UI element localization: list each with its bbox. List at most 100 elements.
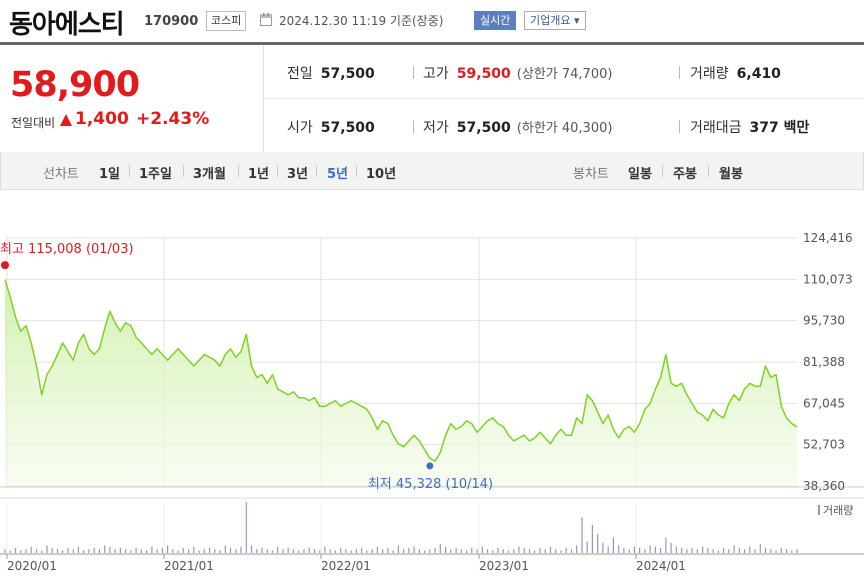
- period-3m[interactable]: 3개월: [193, 167, 226, 182]
- volume-bar: [235, 549, 237, 553]
- period-1d[interactable]: 1일: [99, 167, 121, 182]
- day-high: 고가 59,500 (상한가 74,700): [423, 63, 612, 83]
- price-area: [4, 279, 798, 486]
- volume-bar: [403, 549, 405, 553]
- volume-bar: [434, 547, 436, 553]
- volume-bar: [88, 549, 90, 553]
- volume-bar: [93, 547, 95, 553]
- volume-bar: [146, 550, 148, 553]
- volume-bar: [151, 546, 153, 553]
- stock-code: 170900: [144, 14, 199, 29]
- volume-bar: [20, 550, 22, 553]
- day-high-value: 59,500: [456, 66, 511, 82]
- volume-bar: [418, 549, 420, 553]
- volume-bar: [702, 546, 704, 553]
- volume-bar: [413, 546, 415, 553]
- realtime-button[interactable]: 실시간: [474, 11, 517, 30]
- volume-bar: [476, 549, 478, 553]
- volume-bar: [743, 549, 746, 553]
- volume-bar: [639, 547, 641, 553]
- period-1w[interactable]: 1주일: [139, 167, 172, 182]
- volume-bar: [340, 547, 342, 553]
- volume-bar: [271, 550, 274, 553]
- quote-timestamp: 2024.12.30 11:19 기준(장중): [279, 14, 444, 28]
- volume-bar: [219, 550, 221, 553]
- toolbar-separator: [129, 165, 130, 177]
- period-5y[interactable]: 5년: [327, 167, 349, 182]
- volume-bar: [686, 549, 688, 553]
- volume-bar: [749, 546, 751, 553]
- candle-monthly[interactable]: 월봉: [719, 167, 743, 182]
- quote-panel: 58,900 전일대비 1,400 +2.43% 전일 57,500 고가 59,5…: [0, 45, 864, 153]
- market-badge: 코스피: [206, 11, 247, 31]
- volume-bar: [439, 544, 441, 553]
- volume-bar: [30, 546, 32, 553]
- volume-bar: [450, 549, 452, 553]
- volume-bar: [256, 549, 258, 553]
- volume-bar: [492, 550, 494, 553]
- stock-header: 동아에스티 170900 코스피 2024.12.30 11:19 기준(장중)…: [0, 0, 864, 42]
- volume-bar: [382, 549, 384, 553]
- day-low-value: 57,500: [456, 120, 511, 136]
- company-overview-button[interactable]: 기업개요 ▾: [524, 11, 586, 30]
- calendar-icon: [260, 13, 272, 26]
- volume-bar: [292, 549, 295, 553]
- volume-bar: [266, 549, 268, 553]
- volume-bars: [4, 502, 798, 553]
- volume-bar: [507, 550, 510, 553]
- header-divider: [0, 42, 864, 45]
- volume-bar: [581, 517, 583, 553]
- volume-bar: [298, 550, 300, 553]
- volume-bar: [602, 542, 604, 553]
- change-value: 1,400: [75, 109, 129, 129]
- volume-bar: [319, 550, 321, 553]
- period-10y[interactable]: 10년: [366, 167, 397, 182]
- volume-bar: [518, 546, 520, 553]
- volume-bar: [161, 547, 163, 553]
- volume-bar: [224, 545, 226, 553]
- volume-bar: [203, 549, 205, 553]
- y-axis-labels: 124,416 110,073 95,730 81,388 67,045 52,703 38…: [803, 231, 853, 517]
- volume-bar: [308, 547, 310, 553]
- volume-bar: [130, 550, 132, 553]
- day-low-label: 저가: [423, 120, 449, 136]
- volume-bar: [188, 549, 190, 553]
- volume-label: 거래량: [690, 66, 729, 82]
- toolbar-separator: [183, 165, 184, 177]
- volume-bar: [696, 549, 698, 553]
- period-1y[interactable]: 1년: [248, 167, 270, 182]
- volume-bar: [245, 502, 247, 553]
- volume-bar: [240, 546, 242, 553]
- volume-bar: [182, 547, 184, 553]
- candle-daily[interactable]: 일봉: [628, 167, 652, 182]
- volume-bar: [691, 547, 693, 553]
- volume-bar: [313, 549, 316, 553]
- volume-bar: [712, 549, 714, 553]
- volume-bar: [324, 546, 326, 553]
- current-price: 58,900: [10, 65, 140, 105]
- volume-bar: [135, 547, 137, 553]
- volume-bar: [371, 549, 373, 553]
- chart-toolbar: 선차트 1일 1주일 3개월 1년 3년 5년 10년 봉차트 일봉 주봉 월봉: [0, 152, 864, 190]
- volume-bar: [649, 545, 651, 553]
- volume-bar: [67, 547, 69, 553]
- candle-chart-label: 봉차트: [573, 167, 609, 182]
- volume-bar: [397, 545, 399, 553]
- volume-bar: [471, 547, 473, 553]
- volume-bar: [728, 549, 730, 553]
- period-3y[interactable]: 3년: [287, 167, 309, 182]
- volume-bar: [560, 550, 562, 553]
- volume-bar: [497, 547, 499, 553]
- toolbar-separator: [356, 165, 357, 177]
- volume-bar: [98, 549, 100, 553]
- volume-bar: [486, 549, 489, 553]
- volume-bar: [445, 546, 447, 553]
- volume-bar: [193, 546, 195, 553]
- volume-bar: [355, 549, 357, 553]
- cell-divider: [413, 120, 414, 133]
- volume-bar: [361, 547, 363, 553]
- volume-bar: [72, 549, 74, 553]
- candle-weekly[interactable]: 주봉: [673, 167, 697, 182]
- volume-bar: [654, 546, 656, 553]
- volume-bar: [104, 545, 106, 553]
